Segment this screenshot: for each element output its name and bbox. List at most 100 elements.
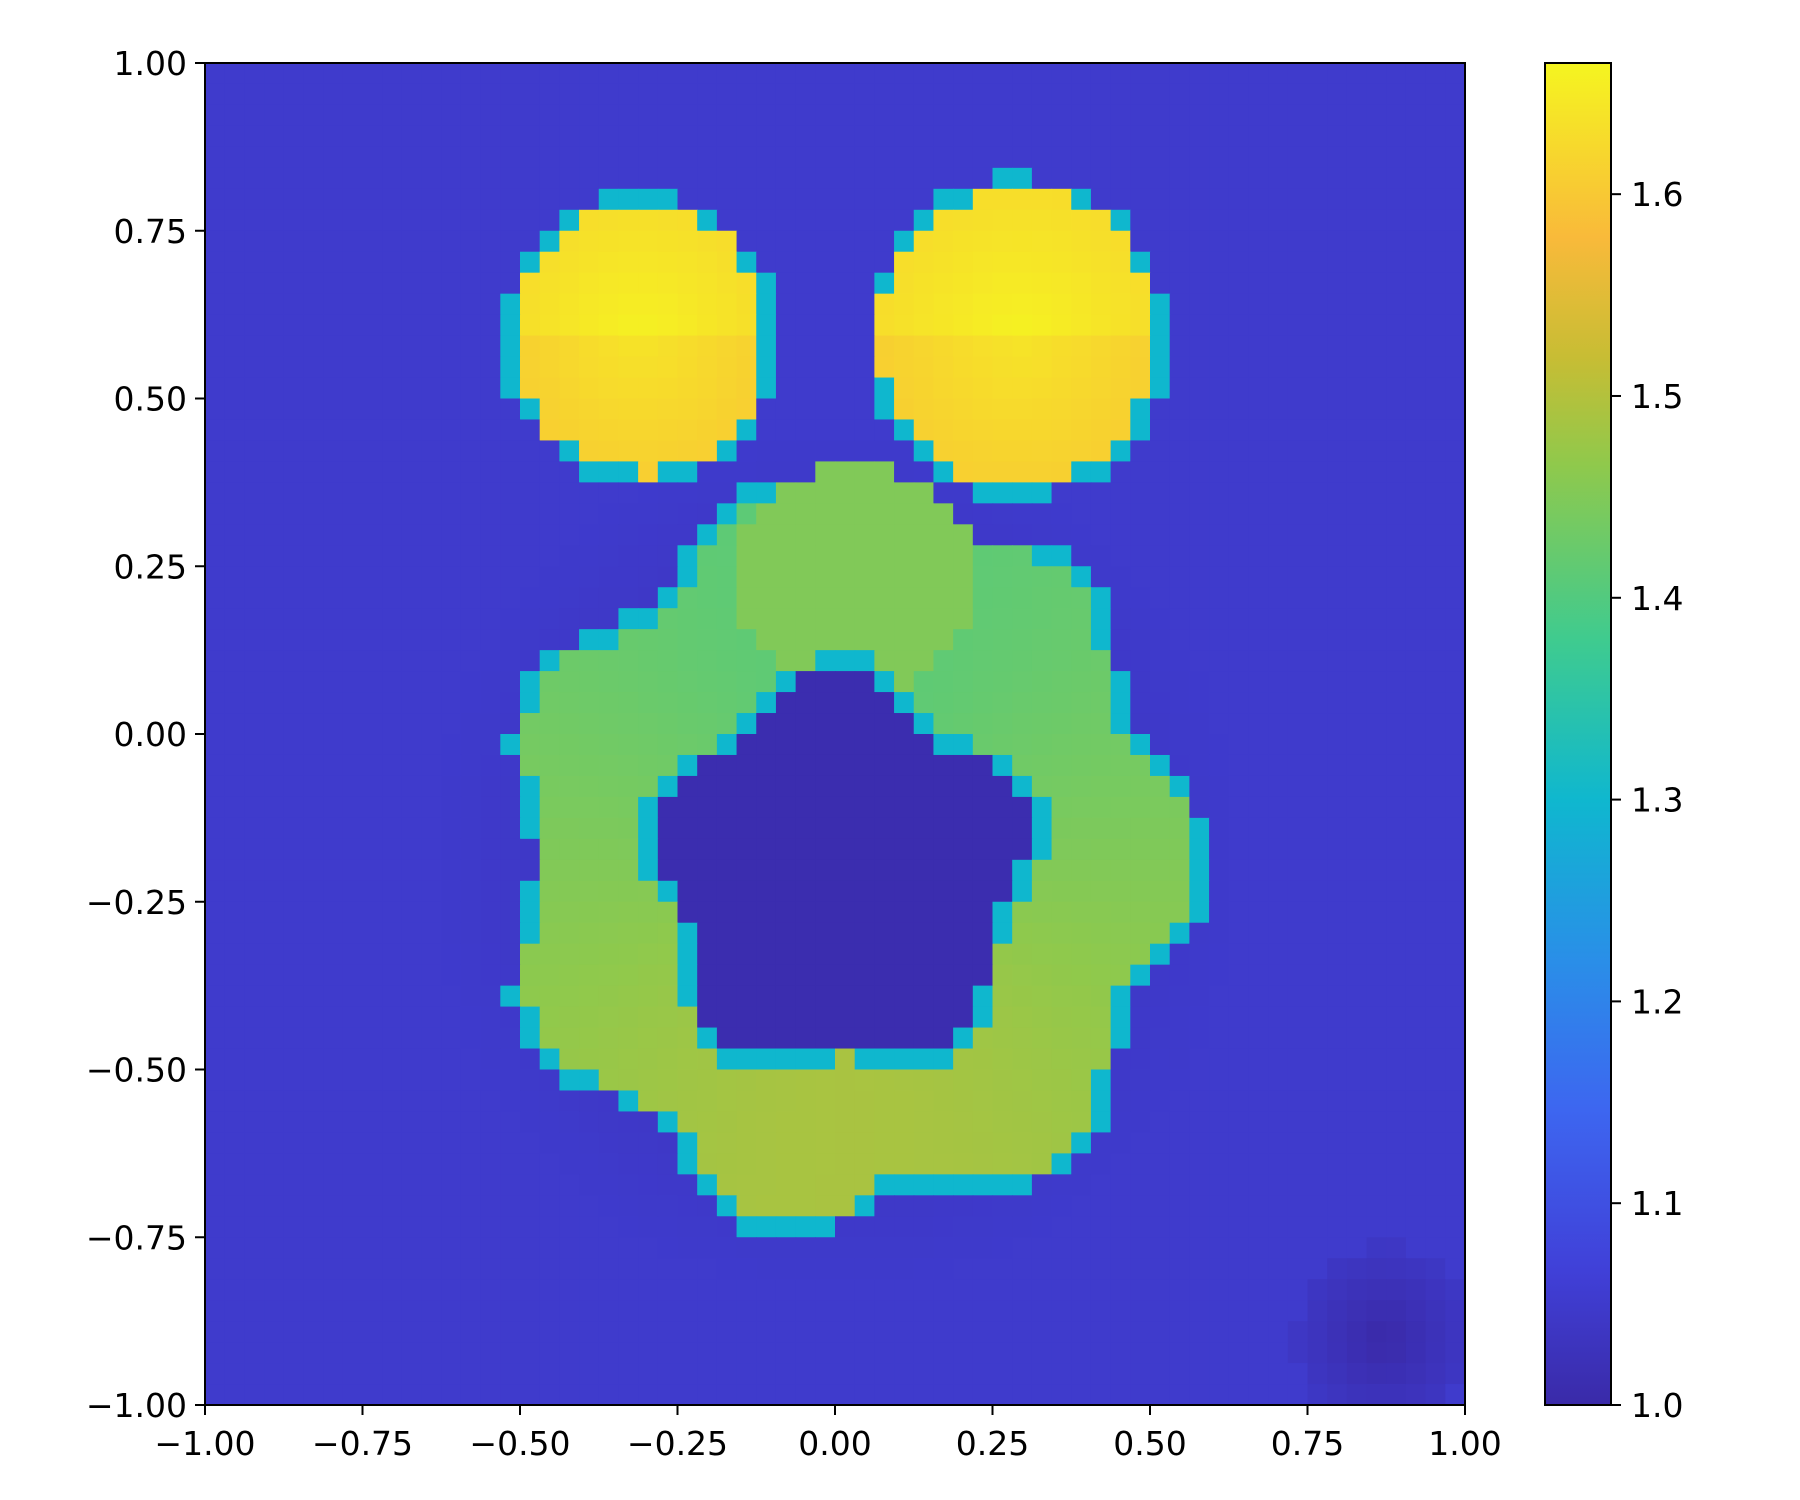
heatmap-cell — [421, 1174, 442, 1196]
heatmap-cell — [1327, 1090, 1348, 1113]
heatmap-cell — [421, 419, 442, 442]
heatmap-cell — [1445, 104, 1466, 127]
heatmap-cell — [598, 838, 620, 861]
heatmap-cell — [697, 566, 718, 588]
heatmap-cell — [736, 629, 757, 651]
heatmap-cell — [421, 1195, 442, 1217]
heatmap-cell — [1150, 713, 1171, 735]
heatmap-cell — [697, 1384, 718, 1406]
heatmap-cell — [500, 503, 521, 525]
heatmap-cell — [1031, 1363, 1053, 1385]
heatmap-cell — [933, 440, 954, 463]
heatmap-cell — [775, 125, 797, 148]
heatmap-cell — [1346, 964, 1368, 987]
heatmap-cell — [1071, 985, 1092, 1008]
heatmap-cell — [992, 1048, 1013, 1071]
heatmap-cell — [264, 964, 285, 987]
heatmap-cell — [500, 692, 521, 714]
heatmap-cell — [874, 461, 895, 483]
heatmap-cell — [1405, 482, 1427, 504]
heatmap-cell — [1110, 545, 1131, 567]
heatmap-cell — [697, 1363, 718, 1385]
heatmap-cell — [224, 440, 245, 463]
heatmap-cell — [1327, 188, 1348, 211]
heatmap-cell — [992, 1090, 1013, 1113]
heatmap-cell — [264, 817, 285, 840]
heatmap-cell — [1209, 272, 1230, 295]
heatmap-cell — [972, 629, 994, 651]
heatmap-cell — [1248, 713, 1269, 735]
heatmap-cell — [953, 482, 974, 504]
y-tick-label: −0.75 — [86, 1218, 187, 1257]
heatmap-cell — [716, 964, 738, 987]
heatmap-cell — [559, 335, 580, 358]
heatmap-cell — [1130, 859, 1151, 882]
heatmap-cell — [1150, 1237, 1171, 1259]
heatmap-cell — [795, 775, 816, 798]
heatmap-cell — [953, 1342, 974, 1364]
heatmap-cell — [1445, 566, 1466, 588]
heatmap-cell — [953, 608, 974, 630]
heatmap-cell — [283, 838, 305, 861]
heatmap-cell — [1090, 419, 1112, 442]
heatmap-cell — [953, 524, 974, 546]
heatmap-cell — [756, 838, 777, 861]
heatmap-cell — [244, 440, 265, 463]
heatmap-cell — [500, 356, 521, 379]
heatmap-cell — [1090, 587, 1112, 609]
heatmap-cell — [559, 482, 580, 504]
heatmap-cell — [598, 964, 620, 987]
heatmap-cell — [460, 859, 482, 882]
heatmap-cell — [441, 419, 462, 442]
heatmap-cell — [933, 272, 954, 295]
heatmap-cell — [972, 880, 994, 903]
heatmap-cell — [500, 671, 521, 693]
heatmap-cell — [579, 1153, 600, 1175]
heatmap-cell — [480, 482, 501, 504]
heatmap-cell — [598, 796, 620, 819]
heatmap-cell — [1287, 419, 1309, 442]
heatmap-cell — [835, 608, 856, 630]
heatmap-cell — [992, 692, 1013, 714]
heatmap-cell — [618, 1153, 639, 1175]
heatmap-cell — [244, 545, 265, 567]
heatmap-cell — [323, 146, 344, 169]
heatmap-cell — [1307, 1384, 1328, 1406]
heatmap-cell — [1268, 943, 1289, 966]
heatmap-cell — [1287, 671, 1309, 693]
heatmap-cell — [716, 251, 738, 274]
heatmap-cell — [303, 1300, 324, 1322]
heatmap-cell — [539, 377, 560, 400]
heatmap-cell — [1405, 335, 1427, 358]
heatmap-cell — [972, 461, 994, 483]
heatmap-cell — [1405, 524, 1427, 546]
heatmap-cell — [618, 1195, 639, 1217]
heatmap-cell — [1445, 671, 1466, 693]
heatmap-cell — [1051, 1216, 1072, 1238]
heatmap-cell — [1327, 209, 1348, 232]
heatmap-cell — [1287, 1111, 1309, 1134]
heatmap-cell — [874, 608, 895, 630]
x-tick-label: 0.00 — [798, 1424, 871, 1463]
heatmap-cell — [500, 1111, 521, 1134]
heatmap-cell — [1130, 1258, 1151, 1280]
heatmap-cell — [1169, 209, 1190, 232]
heatmap-cell — [835, 796, 856, 819]
heatmap-cell — [657, 1006, 679, 1029]
heatmap-cell — [1051, 901, 1072, 924]
heatmap-cell — [638, 83, 659, 106]
heatmap-cell — [303, 754, 324, 777]
heatmap-cell — [756, 1363, 777, 1385]
heatmap-cell — [480, 398, 501, 421]
heatmap-cell — [598, 775, 620, 798]
heatmap-cell — [1346, 1237, 1368, 1259]
heatmap-cell — [224, 188, 245, 211]
heatmap-cell — [894, 1279, 915, 1301]
heatmap-cell — [460, 167, 482, 190]
heatmap-cell — [441, 461, 462, 483]
heatmap-cell — [205, 587, 226, 609]
heatmap-cell — [657, 356, 679, 379]
heatmap-cell — [1209, 440, 1230, 463]
heatmap-cell — [559, 1069, 580, 1092]
heatmap-cell — [913, 1027, 935, 1050]
